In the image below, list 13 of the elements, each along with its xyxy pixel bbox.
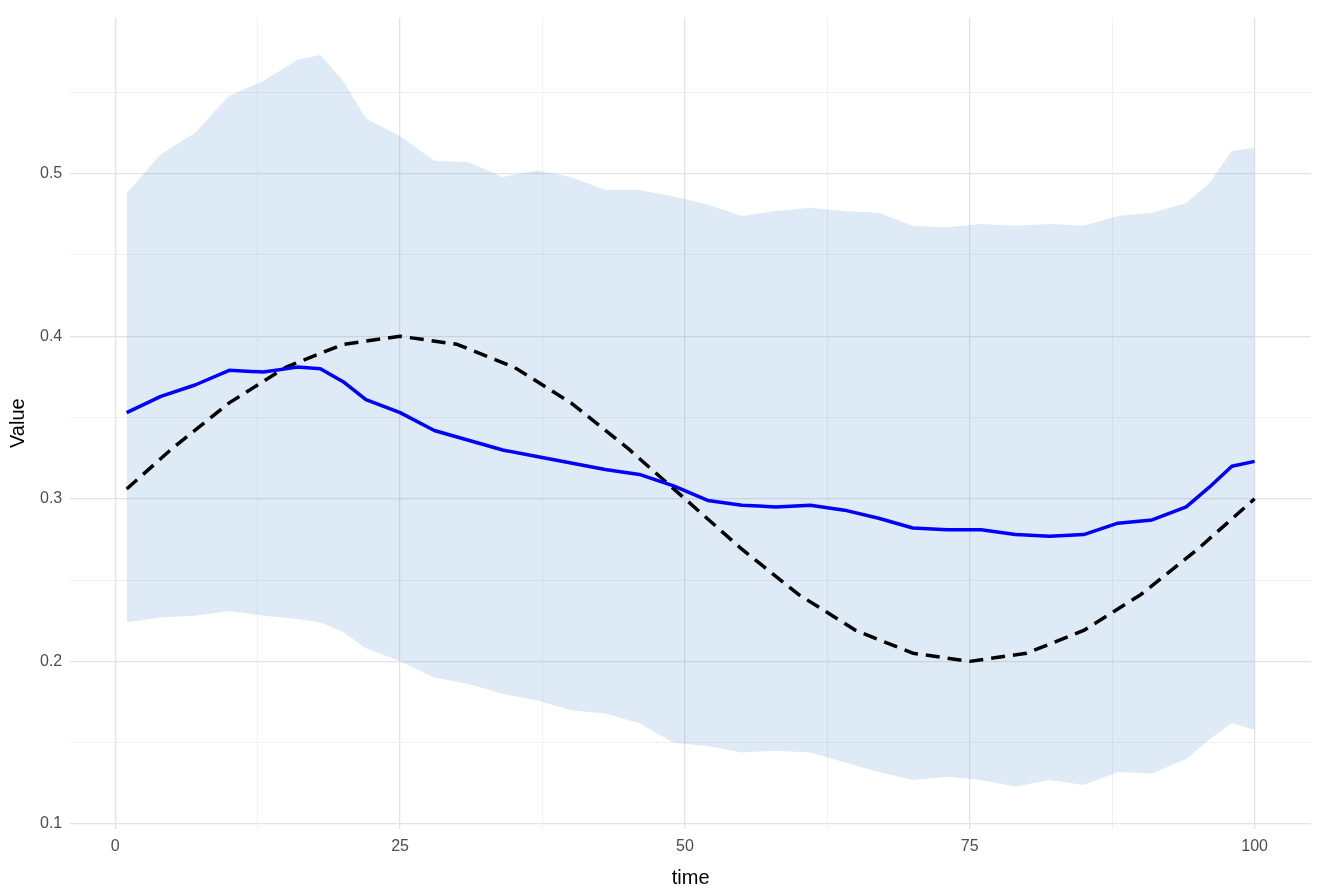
y-tick-label: 0.5 [39, 164, 63, 182]
y-tick-label: 0.4 [39, 326, 63, 344]
x-tick-label: 100 [1241, 836, 1269, 854]
line-series [124, 334, 1257, 664]
y-tick-label: 0.3 [39, 489, 63, 507]
x-tick-label: 25 [391, 836, 410, 854]
y-axis-title: Value [5, 398, 28, 449]
x-tick-label: 75 [960, 836, 979, 854]
x-tick-label: 50 [676, 836, 694, 854]
x-axis-title: time [671, 865, 710, 888]
x-tick-label: 0 [110, 836, 120, 854]
y-tick-label: 0.2 [39, 651, 63, 669]
y-tick-label: 0.1 [39, 814, 63, 832]
